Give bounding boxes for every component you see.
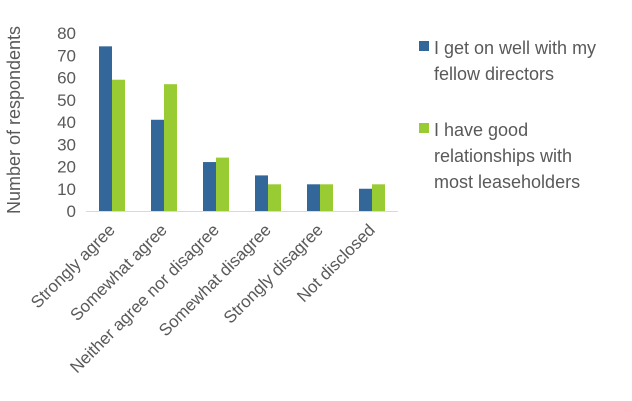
bar: [359, 188, 372, 211]
legend-swatch: [419, 123, 429, 133]
bars-group: [99, 46, 385, 211]
y-tick-label: 20: [57, 158, 76, 177]
y-tick-label: 70: [57, 46, 76, 65]
y-tick-label: 0: [67, 202, 76, 221]
bar: [372, 184, 385, 211]
legend: I get on well with my fellow directors I h…: [419, 38, 596, 192]
x-tick-label: Somewhat agree: [67, 220, 171, 324]
bar: [307, 184, 320, 211]
y-tick-label: 80: [57, 24, 76, 43]
bar: [268, 184, 281, 211]
bar: [99, 46, 112, 211]
y-tick-label: 40: [57, 113, 76, 132]
y-axis-ticks: 0 10 20 30 40 50 60 70 80: [57, 24, 76, 221]
bar: [320, 184, 333, 211]
legend-swatch: [419, 41, 429, 51]
y-tick-label: 50: [57, 91, 76, 110]
y-tick-label: 30: [57, 135, 76, 154]
bar: [151, 119, 164, 211]
bar: [203, 162, 216, 211]
y-axis-title: Number of respondents: [4, 26, 24, 214]
bar: [164, 84, 177, 211]
legend-entry: I have good relationships with most leaseh…: [434, 120, 580, 192]
bar: [255, 175, 268, 211]
y-tick-label: 10: [57, 180, 76, 199]
bar: [112, 79, 125, 211]
legend-entry: I get on well with my fellow directors: [434, 38, 596, 84]
bar: [216, 157, 229, 211]
y-tick-label: 60: [57, 69, 76, 88]
